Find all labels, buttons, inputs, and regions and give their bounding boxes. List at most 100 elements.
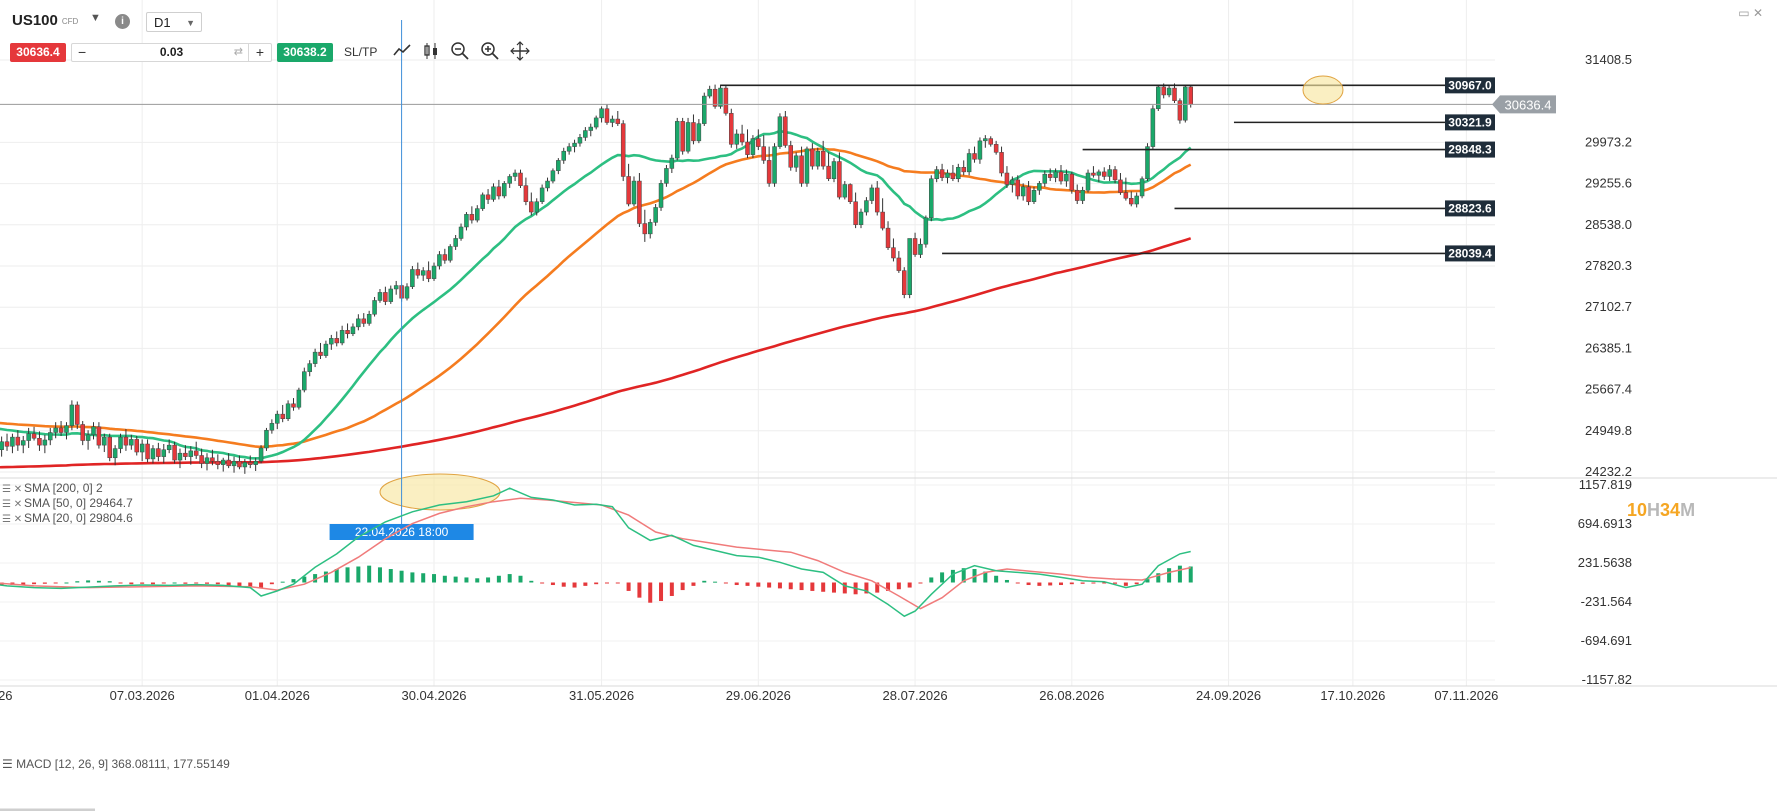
candle-body [902,270,907,295]
indicator-legend-label: SMA [20, 0] 29804.6 [24,511,133,525]
close-icon[interactable]: ✕ [1752,6,1763,20]
macd-histogram-bar [280,581,285,583]
decrease-quantity-button[interactable]: − [78,44,87,60]
price-level-label: 28039.4 [1448,246,1492,260]
candle-body [275,413,280,424]
macd-histogram-bar [129,582,134,585]
quantity-input[interactable]: 0.03 [159,45,184,59]
macd-histogram-bar [42,582,47,584]
candle-body [172,444,177,461]
candle-body [1020,186,1026,197]
macd-histogram-bar [659,582,664,602]
macd-histogram-bar [507,574,512,583]
macd-histogram-bar [442,575,447,583]
candles-icon[interactable] [421,40,443,62]
candle-body [691,122,696,142]
candle-body [1161,86,1166,96]
candle-body [1129,198,1134,205]
timeframe-select[interactable]: D1 ▼ [146,12,202,32]
macd-histogram-bar [172,582,177,584]
candle-body [107,436,112,459]
candle-body [426,270,431,279]
candle-body [642,223,648,235]
window-controls[interactable]: ▭ ✕ [1738,6,1763,20]
candle-body [1031,189,1037,202]
candle-body [118,436,123,449]
candle-body [658,183,664,208]
quantity-stepper[interactable]: − 0.03 ⇄ + [71,43,272,62]
y-tick-label: 29255.6 [1585,176,1632,191]
sell-button[interactable]: 30636.4 [10,43,66,62]
candle-body [1123,192,1129,199]
symbol-dropdown-icon[interactable]: ▼ [90,12,101,24]
macd-histogram-bar [334,569,339,583]
y-tick-label: 24232.2 [1585,464,1632,479]
candle-body [96,426,102,446]
candle-body [685,122,691,152]
macd-histogram-bar [388,569,393,583]
candle-body [588,126,594,131]
candle-body [237,460,242,468]
candle-body [820,150,826,167]
macd-histogram-bar [756,582,761,587]
info-icon[interactable]: i [115,14,130,29]
candle-body [1134,195,1139,205]
candle-body [1080,189,1085,201]
candle-body [410,269,415,287]
zoom-out-icon[interactable] [449,40,471,62]
buy-button[interactable]: 30638.2 [277,43,333,62]
candle-body [864,200,869,213]
symbol-name[interactable]: US100 CFD [12,12,79,29]
macd-histogram-bar [377,567,382,583]
candle-body [523,185,529,202]
macd-histogram-bar [118,582,123,584]
candle-body [258,447,264,462]
candle-body [1091,172,1096,176]
candle-body [972,153,977,160]
macd-histogram-bar [777,582,782,589]
zoom-in-icon[interactable] [479,40,501,62]
candle-body [837,161,842,198]
crosshair-icon[interactable] [509,40,531,62]
candle-body [447,246,453,261]
sltp-button[interactable]: SL/TP [344,45,378,59]
price-level-label-bg [1445,245,1495,262]
candle-body [1101,171,1107,177]
macd-histogram-bar [496,575,501,583]
x-tick-label: 28.07.2026 [883,688,948,703]
candle-body [42,439,48,446]
candle-body [366,313,372,324]
macd-histogram-bar [1026,582,1031,586]
price-level-label: 30321.9 [1448,115,1492,129]
candle-body [593,117,599,128]
candle-body [350,326,356,335]
x-tick-label: 30.04.2026 [401,688,466,703]
candle-body [561,150,566,161]
macd-histogram-bar [1037,582,1042,586]
increase-quantity-button[interactable]: + [248,44,271,61]
sma200-line [0,237,1192,469]
swap-icon[interactable]: ⇄ [233,46,243,58]
line-chart-icon[interactable] [391,40,413,62]
candle-body [572,142,577,147]
candle-body [599,108,604,119]
candle-body [161,449,167,457]
candle-body [156,448,161,457]
restore-icon[interactable]: ▭ [1738,6,1750,20]
macd-histogram-bar [150,582,155,585]
candle-body [329,338,334,345]
macd-histogram-bar [323,571,328,583]
candle-body [539,187,545,202]
candle-body [415,269,421,276]
macd-histogram-bar [972,569,977,583]
candle-body [1064,173,1069,182]
candle-body [507,176,512,184]
macd-histogram-bar [788,582,793,590]
candle-body [199,455,204,464]
candle-body [1183,86,1188,121]
candle-body [134,439,139,453]
candle-body [26,433,31,441]
candle-countdown: 10H34M [1627,500,1696,520]
macd-histogram-bar [475,578,480,583]
